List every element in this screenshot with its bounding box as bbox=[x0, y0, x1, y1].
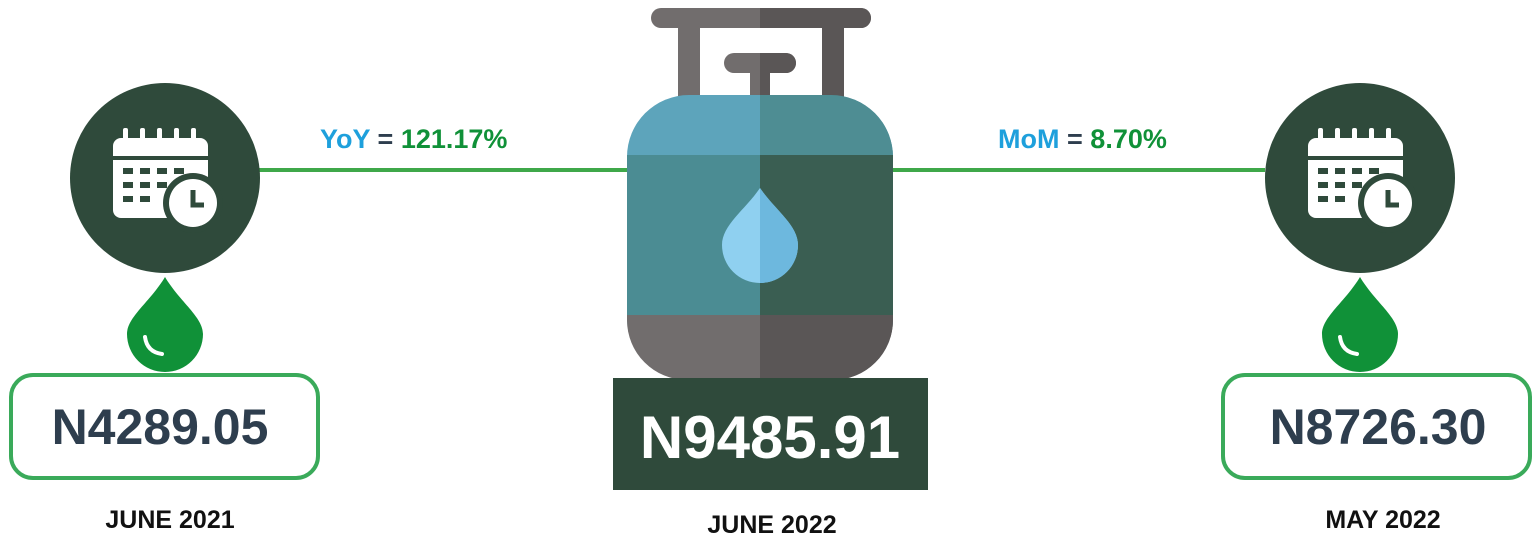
mom-label: MoM bbox=[998, 124, 1059, 154]
infographic: YoY = 121.17% MoM = 8.70% N4289.05 JUNE … bbox=[0, 0, 1535, 540]
mom-text: MoM = 8.70% bbox=[998, 124, 1167, 154]
period: JUNE 2021 bbox=[105, 506, 234, 534]
price: N9485.91 bbox=[640, 404, 900, 471]
yoy-text: YoY = 121.17% bbox=[320, 124, 507, 154]
mom-value: 8.70% bbox=[1090, 124, 1167, 154]
yoy-label: YoY bbox=[320, 124, 370, 154]
price: N8726.30 bbox=[1270, 399, 1487, 455]
gas-cylinder bbox=[627, 8, 893, 380]
period: MAY 2022 bbox=[1325, 506, 1440, 534]
yoy-value: 121.17% bbox=[401, 124, 508, 154]
period: JUNE 2022 bbox=[707, 511, 836, 539]
calendar-badge bbox=[1265, 83, 1455, 273]
equals: = bbox=[1067, 124, 1083, 154]
price: N4289.05 bbox=[52, 399, 269, 455]
calendar-badge bbox=[70, 83, 260, 273]
drop-icon bbox=[127, 277, 203, 372]
drop-icon bbox=[1322, 277, 1398, 372]
equals: = bbox=[378, 124, 394, 154]
